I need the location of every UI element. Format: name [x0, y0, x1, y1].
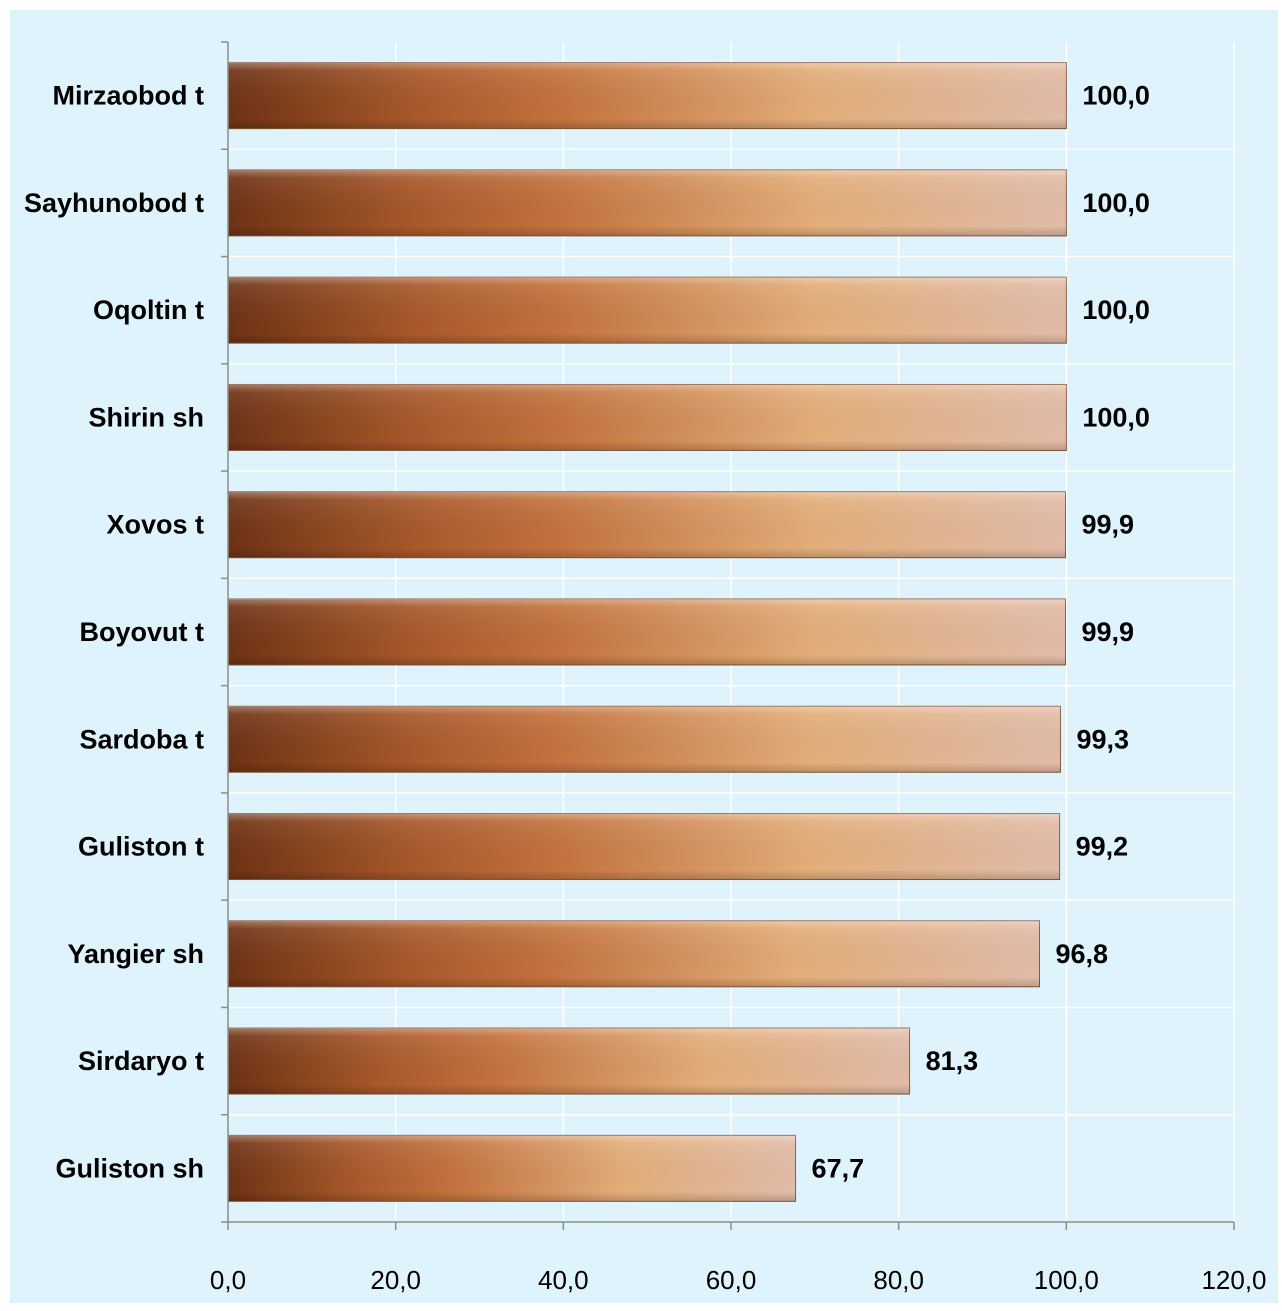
category-label: Oqoltin t — [93, 295, 204, 325]
labels: Mirzaobod t 100,0 Sayhunobod t 100,0 Oqoltin… — [24, 81, 1267, 1295]
x-tick-label: 0,0 — [210, 1265, 246, 1295]
data-label: 100,0 — [1082, 188, 1150, 218]
category-label: Sayhunobod t — [24, 188, 204, 218]
category-label: Shirin sh — [88, 402, 204, 432]
bar-shine — [228, 813, 1060, 880]
x-tick-label: 80,0 — [873, 1265, 924, 1295]
bar-shine — [228, 384, 1067, 451]
data-label: 99,9 — [1081, 510, 1134, 540]
category-label: Guliston sh — [56, 1153, 205, 1183]
x-tick-label: 40,0 — [538, 1265, 589, 1295]
data-label: 99,2 — [1076, 832, 1129, 862]
x-tick-label: 20,0 — [370, 1265, 421, 1295]
data-label: 67,7 — [812, 1153, 865, 1183]
x-tick-label: 100,0 — [1034, 1265, 1099, 1295]
bar-shine — [228, 62, 1067, 129]
data-label: 100,0 — [1082, 295, 1150, 325]
category-label: Mirzaobod t — [53, 81, 204, 111]
x-tick-label: 60,0 — [706, 1265, 757, 1295]
data-label: 81,3 — [926, 1046, 979, 1076]
bar-shine — [228, 491, 1066, 558]
bar-shine — [228, 1135, 796, 1202]
bar-shine — [228, 706, 1061, 773]
bars — [227, 62, 1067, 1202]
data-label: 99,9 — [1081, 617, 1134, 647]
bar-shine — [228, 277, 1067, 344]
category-label: Sardoba t — [79, 724, 204, 754]
category-label: Yangier sh — [67, 939, 204, 969]
data-label: 100,0 — [1082, 402, 1150, 432]
data-label: 100,0 — [1082, 81, 1150, 111]
bar-shine — [228, 599, 1066, 665]
bar-shine — [228, 1028, 910, 1095]
data-label: 99,3 — [1076, 724, 1129, 754]
category-label: Guliston t — [78, 832, 204, 862]
data-label: 96,8 — [1056, 939, 1109, 969]
category-label: Boyovut t — [80, 617, 205, 647]
bar-shine — [228, 920, 1040, 987]
category-label: Sirdaryo t — [78, 1046, 204, 1076]
bar-shine — [228, 169, 1067, 236]
category-label: Xovos t — [106, 510, 204, 540]
x-tick-label: 120,0 — [1201, 1265, 1266, 1295]
axes — [221, 41, 1235, 1230]
